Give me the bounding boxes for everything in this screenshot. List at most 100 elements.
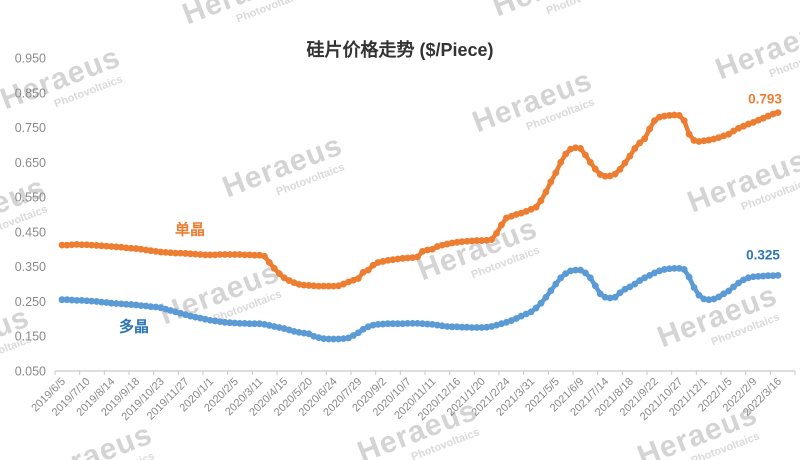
- data-point-mono: [177, 249, 184, 257]
- y-axis-tick-label: 0.750: [15, 121, 46, 135]
- data-point-poly: [735, 279, 742, 287]
- y-axis-tick-label: 0.950: [15, 52, 46, 66]
- data-point-mono: [112, 243, 120, 251]
- data-point-mono: [201, 251, 209, 259]
- data-point-poly: [537, 299, 545, 307]
- data-point-mono: [468, 237, 476, 245]
- data-point-mono: [685, 130, 693, 138]
- data-point-mono: [226, 251, 234, 258]
- data-point-mono: [616, 165, 624, 173]
- data-point-mono: [196, 251, 204, 258]
- chart-title: 硅片价格走势 ($/Piece): [306, 40, 494, 60]
- data-point-mono: [463, 237, 471, 245]
- data-point-mono: [98, 242, 105, 250]
- data-point-poly: [448, 323, 456, 331]
- data-point-mono: [58, 241, 66, 249]
- data-point-mono: [280, 274, 288, 282]
- data-point-poly: [542, 293, 550, 301]
- data-point-mono: [231, 251, 239, 258]
- y-axis-tick-label: 0.250: [15, 295, 46, 309]
- data-point-poly: [394, 320, 402, 328]
- data-point-poly: [596, 290, 604, 298]
- data-point-mono: [127, 244, 135, 252]
- data-point-mono: [547, 178, 555, 186]
- data-point-mono: [651, 117, 658, 124]
- data-point-mono: [730, 127, 737, 135]
- data-point-mono: [78, 241, 86, 249]
- data-point-poly: [749, 273, 757, 281]
- data-point-mono: [73, 241, 81, 248]
- data-point-poly: [127, 301, 135, 308]
- data-point-poly: [246, 320, 254, 328]
- data-point-poly: [78, 297, 86, 304]
- data-point-poly: [468, 324, 476, 331]
- data-point-poly: [636, 277, 644, 284]
- data-point-poly: [458, 323, 466, 331]
- data-point-mono: [458, 238, 466, 246]
- data-point-poly: [626, 283, 634, 291]
- data-point-mono: [211, 251, 219, 259]
- data-point-mono: [275, 270, 283, 278]
- data-point-mono: [414, 253, 421, 261]
- data-point-poly: [725, 287, 733, 295]
- data-point-poly: [424, 320, 431, 328]
- data-point-mono: [216, 251, 224, 258]
- data-point-poly: [320, 335, 328, 343]
- data-point-poly: [562, 270, 570, 278]
- data-point-mono: [88, 241, 96, 249]
- data-point-poly: [419, 320, 426, 328]
- data-point-mono: [315, 282, 323, 290]
- data-point-poly: [68, 296, 76, 304]
- data-point-poly: [478, 324, 486, 331]
- data-point-mono: [582, 151, 589, 159]
- y-axis-tick-label: 0.450: [15, 225, 46, 239]
- data-point-poly: [374, 320, 382, 328]
- data-point-mono: [626, 152, 634, 160]
- data-point-poly: [764, 272, 772, 280]
- data-point-poly: [349, 332, 357, 339]
- data-point-mono: [601, 172, 609, 180]
- data-point-poly: [147, 303, 155, 311]
- series-line-mono: [59, 110, 781, 289]
- data-point-poly: [611, 293, 619, 301]
- data-point-poly: [552, 280, 560, 288]
- y-axis-tick-label: 0.050: [15, 365, 46, 379]
- data-point-mono: [241, 251, 249, 259]
- data-point-mono: [665, 111, 673, 119]
- data-point-mono: [300, 281, 308, 289]
- data-point-poly: [730, 283, 737, 291]
- data-point-poly: [354, 329, 362, 337]
- data-point-mono: [68, 241, 76, 249]
- data-point-mono: [493, 229, 500, 237]
- data-point-poly: [384, 320, 392, 328]
- data-point-mono: [325, 282, 333, 290]
- data-point-mono: [641, 135, 649, 143]
- data-point-mono: [305, 282, 313, 289]
- end-value-poly: 0.325: [746, 247, 780, 263]
- data-point-poly: [112, 300, 120, 307]
- data-point-mono: [320, 282, 328, 290]
- data-point-poly: [98, 298, 105, 306]
- data-point-poly: [58, 296, 66, 304]
- data-point-poly: [685, 273, 693, 281]
- data-point-poly: [122, 300, 130, 308]
- data-point-poly: [325, 335, 333, 343]
- data-point-mono: [537, 197, 545, 204]
- data-point-mono: [532, 203, 540, 211]
- data-point-mono: [399, 254, 407, 262]
- data-point-mono: [636, 139, 644, 147]
- data-point-poly: [759, 272, 767, 280]
- data-point-poly: [88, 297, 96, 305]
- data-point-mono: [478, 237, 486, 244]
- data-point-mono: [236, 251, 244, 258]
- data-point-poly: [409, 319, 416, 327]
- data-point-poly: [231, 319, 239, 327]
- data-point-poly: [335, 335, 342, 343]
- data-point-poly: [754, 273, 762, 280]
- data-point-mono: [586, 158, 594, 166]
- data-point-mono: [675, 111, 683, 119]
- data-point-mono: [557, 158, 565, 166]
- data-point-poly: [586, 274, 594, 282]
